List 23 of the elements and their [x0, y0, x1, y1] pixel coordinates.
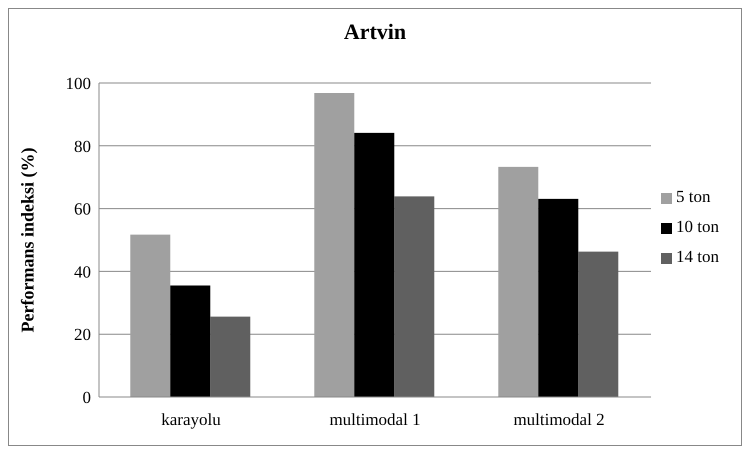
bar [130, 234, 170, 397]
y-tick-label: 100 [66, 74, 91, 94]
bar [498, 166, 538, 397]
y-tick-label: 40 [74, 262, 91, 282]
bar [394, 196, 434, 397]
bar [314, 93, 354, 397]
bar [578, 252, 618, 397]
y-tick-label: 0 [82, 388, 91, 408]
bar [170, 286, 210, 397]
x-tick-label: multimodal 1 [329, 410, 421, 430]
bar [354, 132, 394, 397]
chart-title: Artvin [342, 19, 408, 45]
y-tick-label: 80 [74, 136, 91, 156]
bar [538, 198, 578, 397]
x-tick-label: multimodal 2 [513, 410, 605, 430]
x-tick-label: karayolu [161, 410, 222, 430]
legend-label: 10 ton [676, 217, 719, 236]
y-tick-label: 20 [74, 325, 91, 344]
y-axis-title: Performans indeksi (%) [17, 148, 38, 332]
y-tick-label: 60 [74, 200, 91, 219]
legend-label: 14 ton [676, 247, 719, 266]
legend-label: 5 ton [676, 187, 710, 206]
bar [210, 316, 250, 397]
